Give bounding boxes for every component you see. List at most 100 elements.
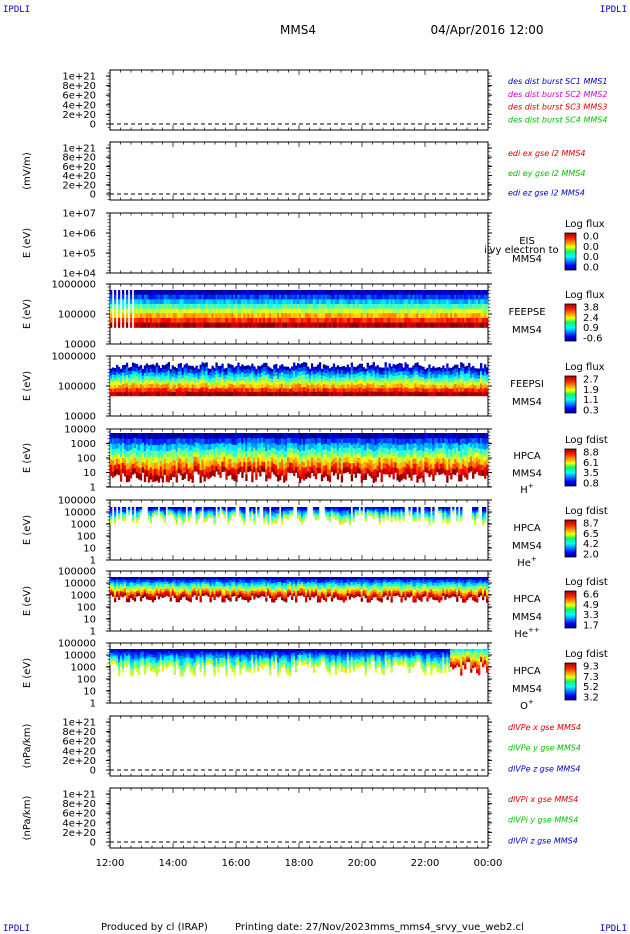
heatmap-cell <box>336 391 340 397</box>
y-tick-label: 0 <box>90 190 96 201</box>
heatmap-cell <box>185 308 188 314</box>
heatmap-cell <box>400 294 403 300</box>
heatmap-cell <box>273 387 276 393</box>
heatmap-cell <box>110 385 113 390</box>
heatmap-cell <box>304 317 308 324</box>
heatmap-cell <box>386 370 389 376</box>
heatmap-cell <box>257 303 260 310</box>
heatmap-cell <box>169 392 172 397</box>
heatmap-cell <box>137 373 141 378</box>
heatmap-cell <box>219 388 222 393</box>
heatmap-cell <box>398 371 401 376</box>
heatmap-cell <box>157 369 161 374</box>
heatmap-cell <box>115 458 119 465</box>
heatmap-cell <box>183 391 186 397</box>
heatmap-cell <box>123 364 127 370</box>
heatmap-cell <box>141 378 145 383</box>
heatmap-cell <box>275 433 278 439</box>
heatmap-cell <box>378 392 381 397</box>
heatmap-cell <box>243 391 246 397</box>
heatmap-cell <box>352 294 356 300</box>
heatmap-cell <box>265 362 268 368</box>
heatmap-cell <box>380 317 383 324</box>
heatmap-cell <box>362 317 365 324</box>
heatmap-cell <box>213 313 216 319</box>
heatmap-cell <box>470 370 473 375</box>
heatmap-cell <box>299 457 302 465</box>
heatmap-cell <box>398 391 401 397</box>
heatmap-cell <box>406 448 409 454</box>
heatmap-cell <box>233 385 236 390</box>
heatmap-cell <box>221 391 224 397</box>
heatmap-cell <box>438 384 441 390</box>
heatmap-cell <box>300 472 304 479</box>
heatmap-cell <box>111 392 115 397</box>
heatmap-cell <box>179 453 182 460</box>
heatmap-cell <box>310 375 314 381</box>
heatmap-cell <box>215 379 218 384</box>
heatmap-cell <box>283 463 286 471</box>
heatmap-cell <box>299 445 302 453</box>
heatmap-cell <box>117 459 121 465</box>
heatmap-cell <box>251 451 254 458</box>
heatmap-cell <box>225 290 228 296</box>
heatmap-cell <box>326 299 330 305</box>
heatmap-cell <box>310 371 314 377</box>
heatmap-cell <box>285 450 288 458</box>
heatmap-cell <box>322 376 326 381</box>
heatmap-cell <box>442 299 445 305</box>
heatmap-cell <box>165 475 168 482</box>
heatmap-cell <box>376 303 379 310</box>
heatmap-cell <box>227 371 230 377</box>
heatmap-cell <box>247 317 250 324</box>
heatmap-cell <box>261 380 264 385</box>
heatmap-cell <box>322 443 326 451</box>
heatmap-cell <box>177 367 180 373</box>
heatmap-cell <box>135 449 139 456</box>
heatmap-cell <box>362 444 365 452</box>
heatmap-cell <box>406 391 409 397</box>
heatmap-cell <box>187 365 190 370</box>
heatmap-cell <box>165 445 168 452</box>
heatmap-cell <box>388 303 391 310</box>
heatmap-cell <box>247 457 250 463</box>
heatmap-cell <box>438 388 441 393</box>
heatmap-cell <box>300 367 304 372</box>
heatmap-cell <box>147 299 151 305</box>
heatmap-cell <box>308 290 312 296</box>
heatmap-cell <box>408 444 411 451</box>
heatmap-cell <box>392 308 395 314</box>
heatmap-cell <box>396 391 399 397</box>
heatmap-cell <box>336 372 340 378</box>
heatmap-cell <box>253 370 256 375</box>
heatmap-cell <box>434 371 437 376</box>
heatmap-cell <box>169 317 172 324</box>
heatmap-cell <box>297 444 300 451</box>
heatmap-cell <box>267 366 270 371</box>
heatmap-cell <box>450 378 453 383</box>
heatmap-cell <box>249 380 252 386</box>
heatmap-cell <box>402 385 405 390</box>
heatmap-cell <box>225 317 228 324</box>
heatmap-cell <box>131 458 135 465</box>
heatmap-cell <box>229 317 232 324</box>
heatmap-cell <box>354 294 357 300</box>
heatmap-cell <box>422 317 425 324</box>
heatmap-cell <box>438 381 441 386</box>
heatmap-cell <box>179 464 182 471</box>
heatmap-cell <box>300 450 304 457</box>
heatmap-cell <box>283 370 286 375</box>
heatmap-cell <box>281 469 284 476</box>
heatmap-cell <box>283 373 286 378</box>
heatmap-cell <box>366 370 369 376</box>
heatmap-cell <box>402 455 405 462</box>
heatmap-cell <box>404 370 407 376</box>
heatmap-cell <box>312 370 316 375</box>
heatmap-cell <box>169 294 172 300</box>
heatmap-cell <box>209 444 212 451</box>
heatmap-cell <box>316 317 320 324</box>
heatmap-cell <box>358 453 361 459</box>
heatmap-cell <box>263 452 266 458</box>
heatmap-cell <box>227 379 230 385</box>
colorbar-tick-label: 0.0 <box>583 252 599 263</box>
